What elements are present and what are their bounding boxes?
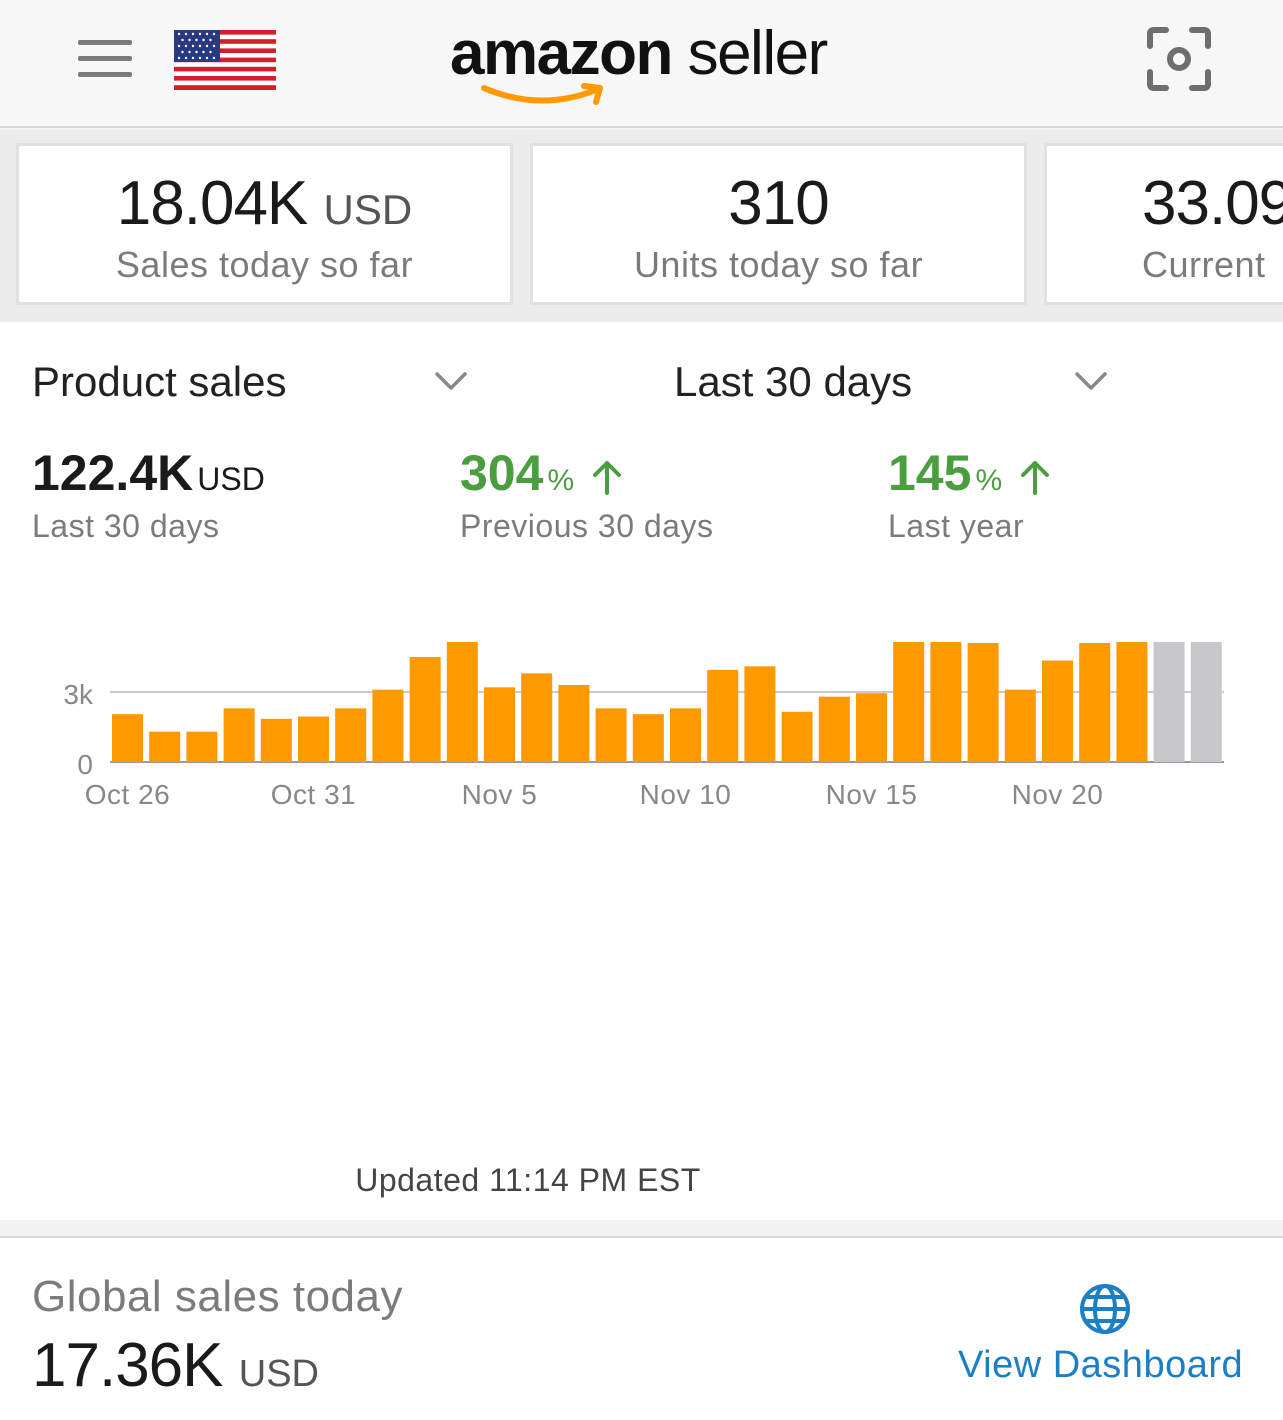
sales-bar [1042, 660, 1073, 762]
current-card[interactable]: 33.09 Current [1044, 143, 1283, 305]
range-dropdown[interactable]: Last 30 days [674, 356, 1114, 412]
sales-panel: Product sales Last 30 days 122.4K USD Las… [0, 322, 1283, 1220]
chevron-down-icon [435, 372, 467, 390]
us-flag-icon[interactable] [174, 30, 276, 90]
year-label: Last year [888, 508, 1025, 544]
prev-value: 304 [460, 445, 544, 501]
sales-bar-partial [1190, 642, 1222, 762]
total-value: 122.4K [32, 445, 194, 501]
sales-bar [818, 696, 850, 762]
current-label: Current [1142, 244, 1266, 285]
sales-bar [223, 708, 255, 762]
scan-icon[interactable] [1146, 26, 1212, 92]
sales-bar [484, 687, 515, 762]
sales-today-label: Sales today so far [115, 244, 414, 285]
prev-unit: % [547, 464, 575, 497]
sales-bar [856, 693, 887, 762]
sales-bar [930, 642, 962, 762]
metric-dropdown[interactable]: Product sales [32, 356, 472, 412]
sales-bar [1116, 642, 1148, 762]
x-tick-label: Nov 15 [826, 779, 918, 810]
chevron-down-icon [1075, 372, 1107, 390]
arrow-up-icon [593, 460, 622, 495]
logo-brand: amazon [450, 19, 673, 88]
units-today-value: 310 [728, 169, 829, 238]
metric-dropdown-label: Product sales [32, 358, 287, 405]
current-value: 33.09 [1142, 169, 1283, 238]
sales-bar [1079, 643, 1111, 762]
global-sales-value: 17.36K [32, 1331, 224, 1400]
sales-bar [298, 716, 329, 762]
updated-timestamp: Updated 11:14 PM EST [355, 1162, 701, 1198]
total-label: Last 30 days [32, 508, 220, 544]
year-unit: % [975, 464, 1003, 497]
sales-bar [967, 643, 999, 762]
year-value: 145 [888, 445, 972, 501]
y-tick-label: 3k [63, 679, 94, 710]
range-dropdown-label: Last 30 days [674, 358, 913, 405]
sales-today-card[interactable]: 18.04K USD Sales today so far [16, 143, 513, 305]
sales-bar [707, 669, 739, 762]
sales-bar [521, 673, 553, 762]
total-unit: USD [197, 461, 265, 497]
total-metric: 122.4K USD Last 30 days [32, 444, 265, 545]
units-today-label: Units today so far [633, 244, 924, 285]
sales-bar [446, 642, 478, 762]
sales-bar [893, 642, 925, 762]
sales-today-value: 18.04K [116, 169, 309, 238]
global-sales-section: Global sales today 17.36K USD View Dashb… [0, 1236, 1283, 1420]
prev-label: Previous 30 days [460, 508, 714, 544]
x-tick-label: Oct 26 [85, 779, 170, 810]
sales-bar [186, 731, 218, 762]
global-sales-unit: USD [238, 1353, 319, 1395]
sales-bar [632, 714, 664, 762]
x-tick-label: Nov 20 [1012, 779, 1104, 810]
sales-bar [372, 689, 404, 762]
stat-cards: 18.04K USD Sales today so far 310 Units … [0, 130, 1283, 322]
sales-bar [1004, 689, 1036, 762]
globe-icon[interactable] [1078, 1282, 1132, 1336]
sales-bar [781, 711, 813, 762]
sales-bar [670, 708, 701, 762]
hamburger-menu-icon[interactable] [74, 38, 136, 80]
x-tick-label: Nov 10 [640, 779, 732, 810]
y-tick-label: 0 [77, 749, 93, 780]
sales-bar [744, 666, 776, 762]
sales-today-unit: USD [323, 186, 413, 233]
global-sales-label: Global sales today [32, 1272, 403, 1321]
sales-bar [149, 731, 181, 762]
view-dashboard-link[interactable]: View Dashboard [958, 1344, 1244, 1386]
sales-bar [260, 718, 292, 762]
amazon-smile-icon [481, 83, 603, 105]
last-year-metric: 145% Last year [888, 444, 1052, 545]
sales-bar [112, 714, 143, 762]
sales-bar-partial [1153, 642, 1185, 762]
sales-bar [409, 657, 441, 762]
app-header: amazon seller [0, 0, 1283, 128]
prev-period-metric: 304% Previous 30 days [460, 444, 713, 545]
sales-bar [595, 708, 627, 762]
x-tick-label: Nov 5 [462, 779, 538, 810]
sales-bar [335, 708, 367, 762]
sales-bar [558, 685, 590, 762]
arrow-up-icon [1021, 460, 1050, 495]
x-tick-label: Oct 31 [271, 779, 356, 810]
units-today-card[interactable]: 310 Units today so far [530, 143, 1027, 305]
amazon-seller-logo: amazon seller [450, 14, 850, 110]
logo-product: seller [687, 19, 829, 88]
